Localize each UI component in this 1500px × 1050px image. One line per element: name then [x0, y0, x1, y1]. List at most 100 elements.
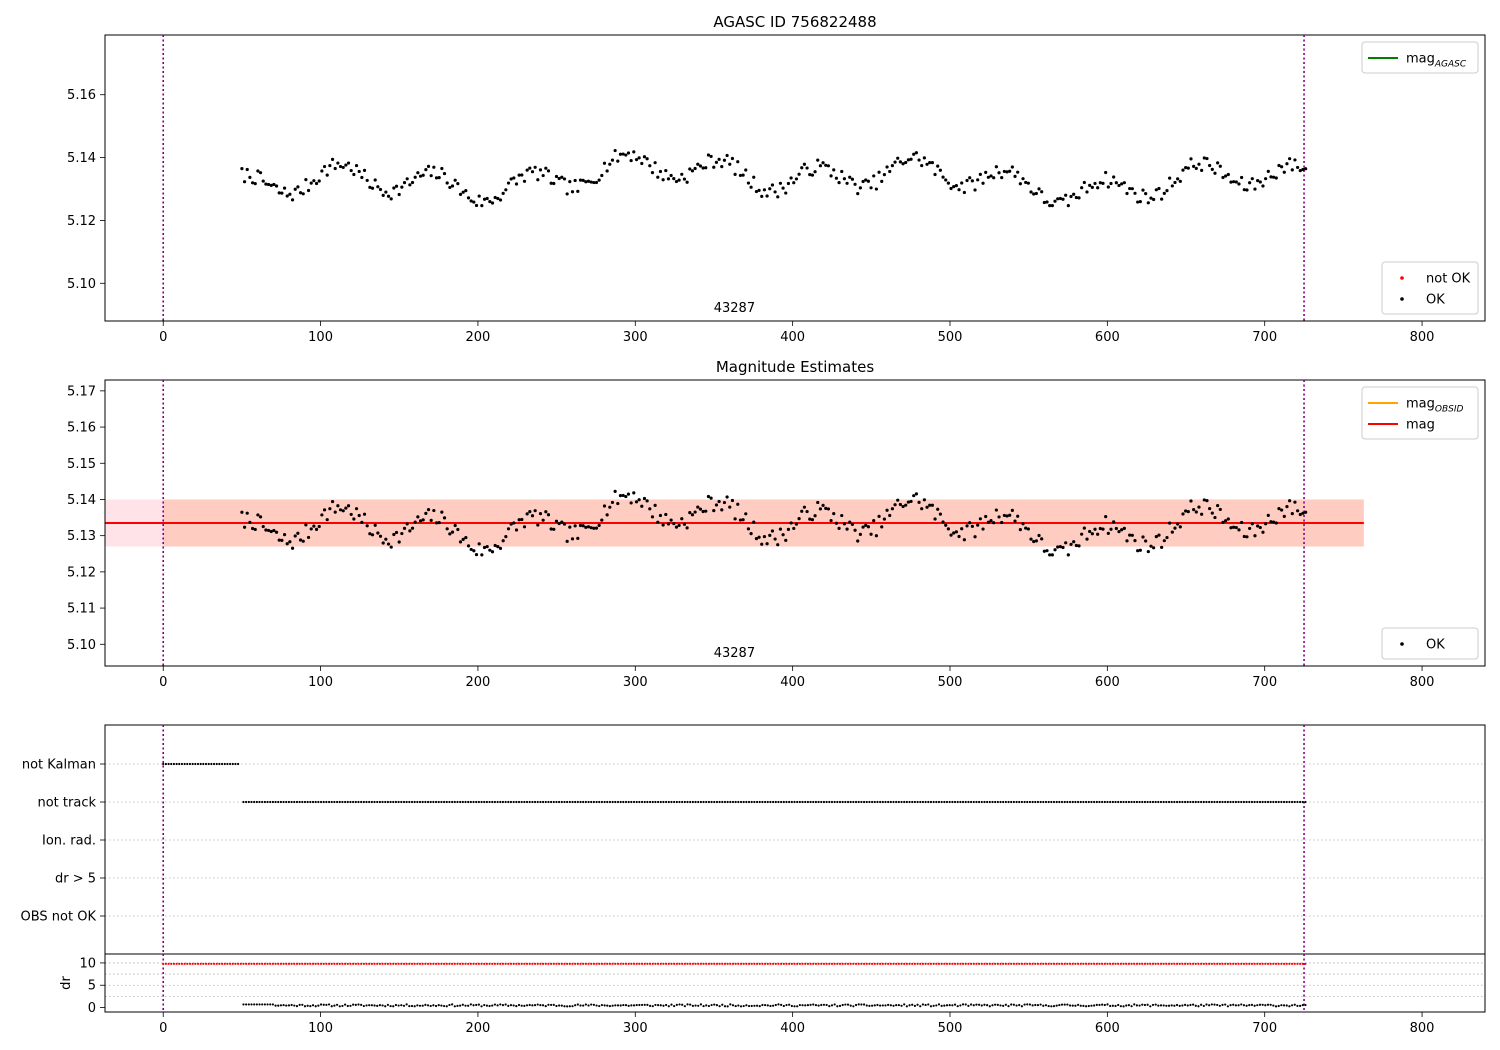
dr-point — [943, 1004, 946, 1007]
dr-point — [1087, 1004, 1090, 1008]
data-point — [1008, 169, 1012, 173]
data-point — [1024, 526, 1028, 530]
data-point — [1290, 512, 1294, 516]
flag-point — [994, 800, 997, 804]
data-point — [1258, 525, 1262, 530]
dr-point — [793, 1005, 796, 1008]
data-point — [1282, 170, 1286, 174]
data-point — [1013, 519, 1017, 523]
dr-point — [1125, 962, 1128, 965]
dr-point — [868, 1004, 871, 1007]
dr-point — [1178, 1004, 1181, 1007]
dr-point — [994, 1003, 997, 1006]
data-point — [1066, 553, 1070, 557]
dr-point — [499, 1003, 502, 1006]
data-point — [821, 161, 825, 165]
data-point — [434, 521, 439, 525]
flag-point — [418, 800, 422, 804]
data-point — [1277, 163, 1281, 168]
dr-point — [1272, 1004, 1275, 1007]
dr-point — [953, 1003, 957, 1006]
flag-point — [451, 800, 454, 804]
data-point — [994, 508, 998, 512]
dr-point — [303, 962, 307, 965]
flag-point — [212, 762, 216, 766]
dr-point — [541, 962, 545, 965]
flag-point — [434, 800, 438, 804]
flag-point — [828, 800, 831, 804]
dr-point — [616, 962, 620, 965]
data-point — [242, 525, 247, 529]
data-point — [248, 175, 252, 179]
data-point — [973, 535, 977, 539]
dr-point — [461, 962, 464, 965]
data-point — [669, 518, 673, 522]
flag-point — [702, 800, 705, 804]
dr-point — [303, 1005, 307, 1008]
dr-point — [913, 962, 917, 965]
data-point — [802, 505, 807, 509]
data-point — [941, 520, 945, 524]
data-point — [386, 542, 391, 546]
data-point — [890, 507, 894, 511]
dr-point — [632, 962, 636, 965]
data-point — [485, 196, 489, 201]
dr-point — [670, 1003, 673, 1006]
dr-point — [924, 1003, 927, 1007]
flag-point — [683, 800, 686, 804]
dr-point — [1250, 962, 1254, 965]
data-point — [1205, 156, 1209, 161]
data-point — [565, 192, 569, 196]
dr-point — [258, 962, 261, 965]
data-point — [1090, 532, 1094, 536]
dr-point — [953, 962, 957, 965]
dr-point — [295, 1005, 299, 1008]
dr-point — [309, 962, 312, 965]
dr-point — [1117, 1003, 1120, 1007]
data-point — [608, 162, 612, 166]
data-point — [1005, 514, 1009, 518]
data-point — [1029, 537, 1033, 541]
data-point — [832, 168, 836, 172]
data-point — [861, 525, 865, 529]
flag-point — [1253, 800, 1256, 804]
dr-point — [640, 1003, 644, 1007]
data-point — [349, 168, 353, 173]
dr-point — [579, 1004, 582, 1007]
dr-point — [945, 1004, 949, 1007]
flag-point — [164, 762, 167, 766]
dr-point — [1031, 962, 1034, 965]
data-point — [893, 160, 897, 164]
data-point — [720, 165, 724, 169]
data-point — [453, 523, 457, 528]
data-point — [989, 519, 993, 523]
flag-point — [282, 800, 285, 804]
data-point — [477, 194, 481, 198]
data-point — [304, 178, 308, 182]
dr-point — [804, 962, 807, 965]
dr-point — [477, 1003, 480, 1006]
dr-point — [346, 962, 349, 965]
flag-point — [1210, 800, 1213, 804]
flag-point — [376, 800, 379, 804]
dr-point — [587, 1004, 590, 1007]
dr-point — [598, 1004, 601, 1008]
dr-point — [389, 1004, 392, 1008]
dr-point — [175, 962, 178, 965]
data-point — [637, 156, 641, 160]
data-point — [1197, 505, 1201, 509]
dr-point — [392, 1005, 395, 1008]
flag-point — [817, 800, 820, 804]
dr-point — [333, 962, 336, 965]
data-point — [1136, 200, 1140, 204]
dr-point — [381, 962, 384, 965]
data-point — [802, 162, 807, 166]
dr-point — [590, 962, 593, 965]
data-point — [1122, 526, 1126, 530]
data-point — [778, 527, 783, 531]
dr-point — [493, 1003, 497, 1006]
dr-point — [563, 1005, 566, 1008]
y-tick-label: 5.12 — [67, 565, 96, 580]
dr-point — [1224, 962, 1227, 965]
